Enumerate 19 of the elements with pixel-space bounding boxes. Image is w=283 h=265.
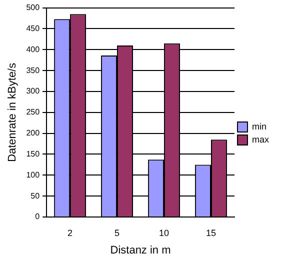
y-tick-label: 400 [26,44,40,54]
legend-label: max [252,134,270,144]
y-tick-label: 450 [26,24,40,33]
y-tick-label: 150 [26,149,40,158]
y-tick-label: 100 [26,170,40,180]
y-tick-label: 500 [26,3,40,12]
x-axis-title: Distanz in m [110,244,171,256]
x-tick-label: 15 [206,228,216,238]
y-tick-label: 200 [26,128,40,138]
y-tick-label: 300 [26,86,40,96]
y-tick-label: 250 [26,108,40,117]
x-tick-label: 10 [159,228,170,238]
y-tick-label: 350 [26,66,40,75]
y-axis-title: Datenrate in kByte/s [6,62,19,162]
x-tick-label: 2 [68,228,73,238]
y-tick-label: 50 [30,191,40,200]
x-tick-label: 5 [114,228,120,238]
legend-label: min [252,121,267,132]
y-tick-label: 0 [35,212,40,222]
